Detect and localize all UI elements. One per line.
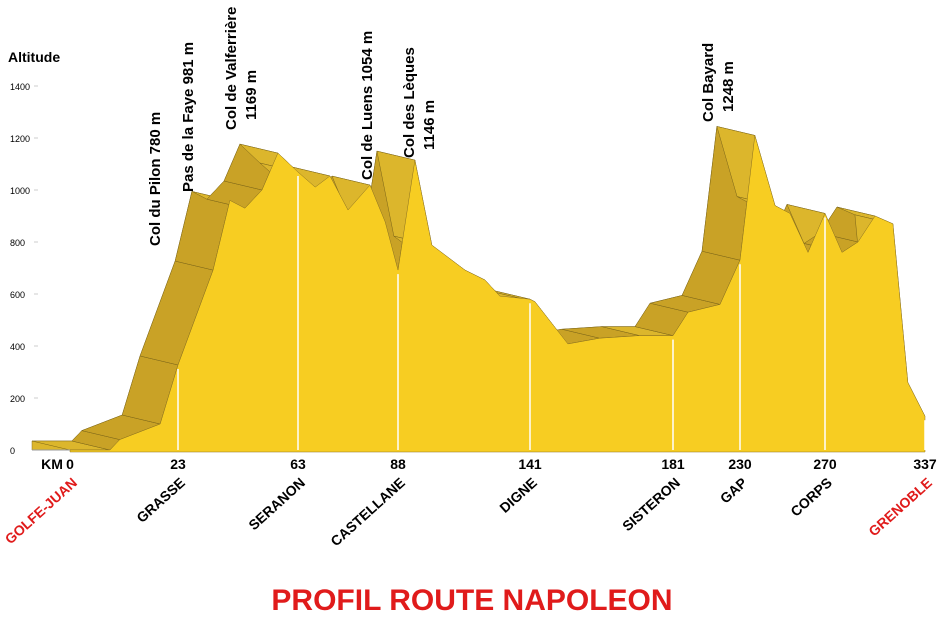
- col-annotation: Pas de la Faye 981 m: [180, 42, 197, 192]
- place-label: GRENOBLE: [865, 474, 935, 539]
- y-tick-label: 800: [10, 238, 25, 248]
- x-tick-label: 270: [813, 456, 837, 472]
- place-label: CORPS: [787, 474, 835, 519]
- place-label: GRASSE: [133, 474, 188, 525]
- place-label: DIGNE: [496, 474, 540, 516]
- x-tick-label: 141: [518, 456, 542, 472]
- y-tick-label: 1200: [10, 134, 30, 144]
- x-tick-label: 181: [661, 456, 685, 472]
- col-annotation: 1146 m: [421, 100, 438, 150]
- x-tick-label: 230: [728, 456, 752, 472]
- y-tick-label: 1000: [10, 186, 30, 196]
- place-label: GOLFE-JUAN: [2, 474, 80, 547]
- x-tick-label: 23: [170, 456, 186, 472]
- x-axis-label: KM: [41, 456, 63, 472]
- y-tick-label: 0: [10, 446, 15, 456]
- x-tick-label: 337: [913, 456, 937, 472]
- y-axis-label: Altitude: [8, 49, 60, 65]
- place-label: SERANON: [245, 474, 308, 533]
- place-label: GAP: [717, 474, 750, 506]
- col-annotation: Col des Lèques: [401, 47, 418, 158]
- x-tick-label: 88: [390, 456, 406, 472]
- col-annotation: Col de Luens 1054 m: [359, 31, 376, 180]
- chart-title: PROFIL ROUTE NAPOLEON: [271, 584, 672, 617]
- x-tick-label: 63: [290, 456, 306, 472]
- place-label: CASTELLANE: [327, 474, 408, 549]
- profile-front: [69, 135, 926, 453]
- y-tick-label: 400: [10, 342, 25, 352]
- place-label: SISTERON: [619, 474, 683, 534]
- col-annotation: 1169 m: [243, 70, 260, 120]
- y-tick-label: 1400: [10, 82, 30, 92]
- col-annotation: Col de Valferrière: [223, 7, 240, 130]
- col-annotation: 1248 m: [720, 61, 737, 112]
- col-annotation: Col Bayard: [700, 43, 717, 122]
- x-tick-label: 0: [66, 456, 74, 472]
- col-annotation: Col du Pilon 780 m: [147, 112, 164, 246]
- y-tick-label: 200: [10, 394, 25, 404]
- y-tick-label: 600: [10, 290, 25, 300]
